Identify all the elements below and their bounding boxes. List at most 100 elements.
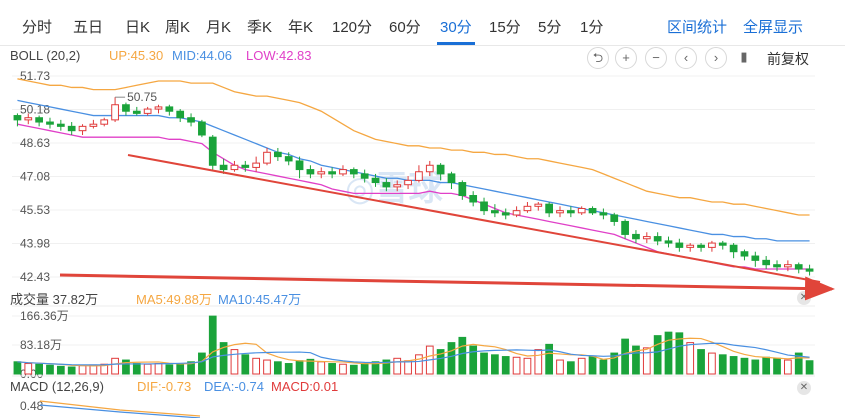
volume-bar	[447, 342, 456, 375]
close-macd-icon[interactable]: ✕	[797, 381, 811, 395]
candle-body	[35, 117, 43, 123]
candle-body	[187, 117, 195, 123]
candle-body	[588, 207, 597, 214]
price-axis-label: 51.73	[20, 69, 50, 83]
tab-11[interactable]: 5分	[538, 19, 562, 36]
candle-body	[208, 136, 217, 166]
tab-5[interactable]: 季K	[247, 19, 273, 36]
interval-stats-button[interactable]: 区间统计	[667, 19, 728, 36]
volume-bar	[708, 352, 716, 375]
boll-mid-line	[17, 99, 810, 242]
volume-bar	[480, 352, 488, 375]
volume-bar	[382, 359, 391, 375]
macd-axis-label: 0.48	[20, 399, 44, 413]
candle-body	[642, 236, 651, 240]
volume-bar	[588, 356, 597, 375]
candle-body	[360, 173, 369, 179]
tab-8[interactable]: 60分	[389, 19, 421, 36]
volume-bar	[805, 360, 814, 375]
zoom-out-button[interactable]: −	[645, 47, 667, 69]
reset-zoom-button[interactable]: ⮌	[587, 47, 609, 69]
candle-body	[545, 203, 554, 214]
price-adjust-toggle[interactable]: 前复权	[767, 51, 809, 67]
volume-bar	[697, 349, 705, 375]
scroll-left-button[interactable]: ‹	[675, 47, 697, 69]
candle-body	[295, 160, 304, 171]
volume-bar	[46, 364, 54, 375]
tab-1[interactable]: 五日	[73, 19, 104, 36]
candle-body	[491, 210, 499, 214]
volume-bar	[263, 359, 271, 375]
candle-body	[599, 212, 608, 216]
candle-style-icon[interactable]: ▮	[733, 47, 755, 69]
volume-bar	[295, 360, 304, 375]
tab-3[interactable]: 周K	[165, 19, 191, 36]
candle-body	[306, 169, 315, 175]
tab-12[interactable]: 1分	[580, 19, 604, 36]
volume-axis-label: 166.36万	[20, 309, 69, 323]
tab-0[interactable]: 分时	[22, 19, 53, 36]
candle-body	[198, 121, 206, 136]
volume-bar	[154, 363, 163, 375]
volume-bar	[501, 356, 510, 375]
candle-body	[24, 117, 33, 121]
high-price-label: 50.75	[127, 90, 157, 104]
volume-axis-label: 83.18万	[20, 338, 62, 352]
tab-6[interactable]: 年K	[288, 19, 314, 36]
volume-bar	[794, 352, 803, 375]
zoom-in-button[interactable]: +	[615, 47, 637, 69]
candle-body	[284, 156, 293, 162]
fullscreen-button[interactable]: 全屏显示	[743, 19, 804, 36]
volume-legend-ma10: MA10:45.47万	[218, 292, 302, 307]
candle-body	[46, 121, 54, 125]
candle-body	[382, 182, 391, 188]
boll-legend-up: UP:45.30	[109, 48, 164, 63]
volume-bar	[664, 331, 673, 375]
candle-body	[512, 210, 521, 216]
candle-body	[632, 233, 640, 240]
volume-bar	[198, 352, 206, 375]
volume-bar	[208, 315, 217, 375]
tab-2[interactable]: 日K	[125, 19, 151, 36]
candle-body	[436, 164, 445, 175]
candle-body	[534, 203, 543, 207]
volume-bar	[762, 356, 771, 375]
candle-body	[794, 264, 803, 270]
candle-body	[501, 212, 510, 216]
candle-body	[805, 268, 814, 272]
tab-4[interactable]: 月K	[206, 19, 232, 36]
volume-bar	[599, 359, 608, 375]
macd-dea-line	[39, 404, 201, 418]
volume-bar	[132, 363, 141, 375]
candle-body	[577, 207, 586, 214]
candle-body	[56, 123, 65, 127]
volume-bar	[523, 357, 532, 375]
tab-7[interactable]: 120分	[332, 19, 373, 36]
candle-body	[404, 179, 412, 186]
candle-body	[13, 115, 22, 121]
candle-body	[566, 210, 575, 214]
tab-10[interactable]: 15分	[489, 19, 521, 36]
candle-body	[263, 151, 271, 164]
tab-9[interactable]: 30分	[440, 19, 472, 36]
candle-body	[718, 242, 727, 246]
volume-bar	[491, 354, 499, 375]
scroll-right-button[interactable]: ›	[705, 47, 727, 69]
candle-body	[751, 255, 760, 261]
candle-body	[241, 164, 250, 168]
volume-bar	[773, 357, 781, 375]
candle-body	[556, 210, 564, 214]
volume-bar	[230, 349, 239, 375]
candle-body	[708, 242, 716, 248]
active-tab-underline	[437, 42, 475, 45]
volume-bar	[653, 335, 662, 375]
volume-bar	[642, 347, 651, 375]
volume-bar	[718, 354, 727, 375]
boll-legend-name: BOLL (20,2)	[10, 48, 81, 63]
macd-dif-line	[39, 400, 201, 417]
volume-bar	[404, 360, 412, 375]
price-axis-label: 45.53	[20, 203, 50, 217]
price-axis-label: 42.43	[20, 270, 50, 284]
candle-body	[415, 171, 423, 181]
